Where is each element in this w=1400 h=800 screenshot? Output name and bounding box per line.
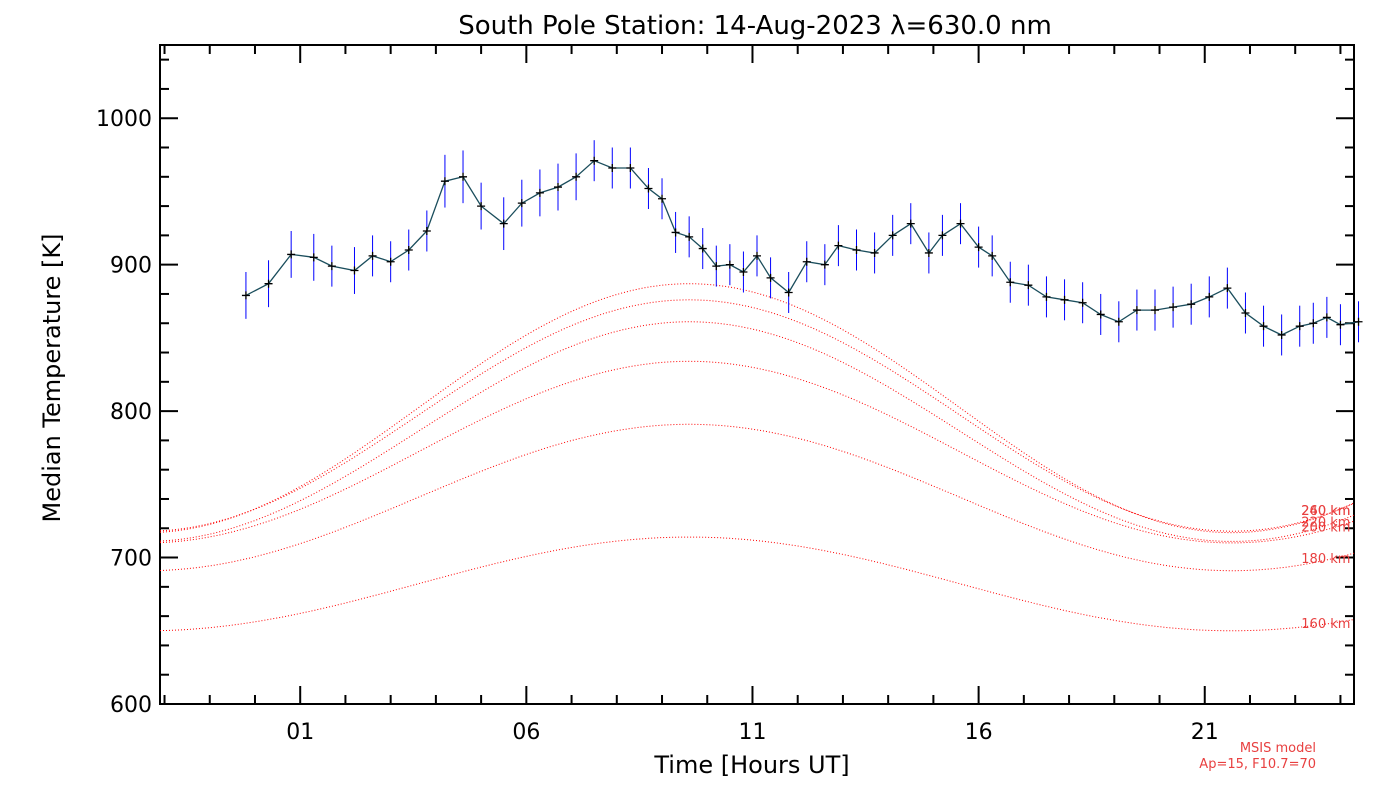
data-point <box>834 241 843 250</box>
data-point <box>712 262 721 271</box>
data-point <box>477 202 486 211</box>
data-point <box>1295 322 1304 331</box>
data-point <box>499 219 508 228</box>
data-point <box>658 194 667 203</box>
data-point <box>644 184 653 193</box>
msis-curve-180km <box>159 423 1355 572</box>
data-point <box>906 219 915 228</box>
data-point <box>309 253 318 262</box>
msis-label-200km: 200 km <box>1301 521 1350 536</box>
data-point <box>241 291 250 300</box>
data-point <box>1259 322 1268 331</box>
data-point <box>1241 308 1250 317</box>
data-point <box>327 262 336 271</box>
msis-curve-200km <box>159 360 1355 544</box>
data-point <box>974 243 983 252</box>
data-point <box>888 231 897 240</box>
y-tick-label: 1000 <box>96 107 152 132</box>
data-point <box>1151 306 1159 315</box>
msis-label-260km: 260 km <box>1301 504 1350 519</box>
msis-curve-260km <box>159 283 1355 534</box>
x-tick-label: 06 <box>512 720 540 745</box>
x-axis-label: Time [Hours UT] <box>653 751 849 779</box>
data-point <box>590 156 599 165</box>
msis-curve-160km <box>159 536 1355 632</box>
data-point <box>739 267 748 276</box>
data-point <box>725 260 734 269</box>
data-point <box>671 228 680 237</box>
x-tick-label: 16 <box>965 720 993 745</box>
data-point <box>1169 303 1178 312</box>
x-axis-ticks: 01 06 11 16 21 <box>163 45 1342 745</box>
data-point <box>924 248 933 257</box>
data-point <box>1322 313 1331 322</box>
data-point <box>1060 295 1069 304</box>
data-point <box>1042 292 1051 301</box>
data-point <box>264 279 273 288</box>
data-point <box>535 188 544 197</box>
data-point <box>1205 292 1214 301</box>
data-point <box>404 246 413 255</box>
msis-annotation-line1: MSIS model <box>1240 741 1316 756</box>
data-point <box>368 251 377 260</box>
msis-label-240km: 240 km <box>1301 504 1350 519</box>
data-point <box>852 246 861 255</box>
data-point <box>1187 300 1196 309</box>
measurement-series <box>241 140 1363 356</box>
data-point <box>870 248 879 257</box>
y-axis-label: Median Temperature [K] <box>38 233 66 522</box>
plot-border <box>159 44 1355 705</box>
data-point <box>753 251 761 260</box>
data-point <box>350 266 359 275</box>
data-point <box>554 183 562 192</box>
msis-curve-240km <box>159 299 1355 532</box>
data-point <box>1096 310 1105 319</box>
msis-annotation-line2: Ap=15, F10.7=70 <box>1199 757 1316 772</box>
msis-curve-220km <box>159 321 1355 542</box>
data-point <box>1354 317 1363 326</box>
y-tick-label: 800 <box>110 400 152 425</box>
msis-label-160km: 160 km <box>1301 617 1350 632</box>
data-point <box>956 219 965 228</box>
data-point <box>440 177 449 186</box>
data-point <box>988 251 997 260</box>
data-point <box>1223 284 1232 293</box>
data-point <box>386 257 395 266</box>
data-point <box>1309 319 1318 328</box>
data-point <box>1277 330 1286 339</box>
y-axis-ticks: 600 700 800 900 1000 <box>96 58 1354 718</box>
data-point <box>1336 320 1345 329</box>
data-point <box>1006 278 1015 287</box>
data-point <box>459 172 468 181</box>
data-point <box>802 257 811 266</box>
x-tick-label: 11 <box>738 720 766 745</box>
x-tick-label: 21 <box>1191 720 1219 745</box>
msis-label-180km: 180 km <box>1301 552 1350 567</box>
data-point <box>1078 298 1087 307</box>
data-point <box>572 172 581 181</box>
data-point <box>422 226 431 235</box>
x-tick-label: 01 <box>286 720 314 745</box>
plot-frame <box>159 44 1355 705</box>
data-point <box>1024 281 1033 290</box>
data-point <box>766 273 775 282</box>
data-point <box>608 164 617 173</box>
data-point <box>820 260 829 269</box>
data-point <box>938 231 947 240</box>
data-point <box>626 164 635 173</box>
y-tick-label: 600 <box>110 693 152 718</box>
data-point <box>517 199 526 208</box>
data-point <box>698 244 707 253</box>
data-point <box>1132 306 1141 315</box>
y-tick-label: 900 <box>110 254 152 279</box>
y-tick-label: 700 <box>110 547 152 572</box>
chart-title: South Pole Station: 14-Aug-2023 λ=630.0 … <box>458 11 1052 41</box>
data-point <box>685 232 694 241</box>
data-point <box>1114 317 1123 326</box>
data-point <box>784 288 793 297</box>
data-point <box>287 250 296 259</box>
